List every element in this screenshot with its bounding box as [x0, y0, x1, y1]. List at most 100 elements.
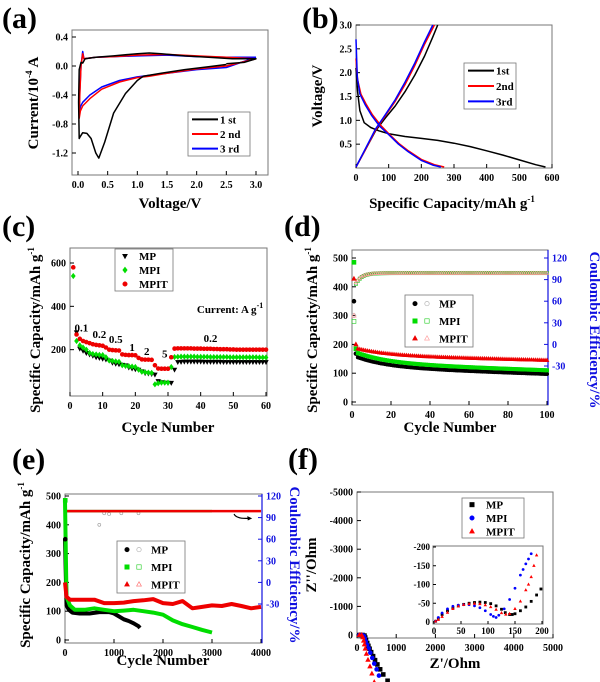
panel-e-capacity-mpit — [63, 582, 262, 611]
panel-e-y2tick-label: 0 — [266, 578, 271, 589]
panel-a-ytick-label: 0.4 — [56, 33, 69, 44]
panel-c-point-mp — [175, 360, 181, 366]
panel-e-arrow-icon — [233, 513, 249, 520]
panel-c-point-mpi — [244, 354, 249, 361]
panel-c-point-mpi — [188, 353, 194, 360]
panel-c-point-mpi — [159, 379, 164, 386]
panel-f-legend-marker — [469, 515, 475, 521]
panel-f-ylabel: Z''/Ohm — [304, 537, 320, 593]
panel-e-ytick-label: 400 — [46, 520, 61, 531]
panel-c-point-mp — [204, 359, 210, 365]
panel-e-ytick-label: 200 — [46, 578, 61, 589]
panel-f-inset-point-mpit — [534, 553, 539, 557]
panel-c-point-mpi — [260, 354, 266, 361]
panel-a-ylabel: Current/10-4 A — [24, 57, 42, 150]
panel-c-point-mp — [152, 372, 158, 378]
panel-f-inset-point-mp — [510, 613, 514, 616]
panel-f-xtick-label: 4000 — [504, 643, 524, 654]
panel-c-point-mpi — [106, 357, 112, 364]
panel-e-xlabel: Cycle Number — [117, 653, 210, 669]
panel-a-ytick-label: -0.8 — [52, 120, 68, 131]
panel-e-y2tick-label: 30 — [266, 556, 276, 567]
panel-a-series-1 — [77, 52, 257, 159]
panel-d-legend-marker — [412, 301, 418, 307]
panel-f-legend-label: MPIT — [486, 526, 515, 538]
panel-c-ytick-label: 600 — [51, 259, 66, 270]
panel-c-point-mpi — [257, 354, 262, 361]
panel-f-label: (f) — [288, 443, 318, 476]
panel-c-point-mp — [237, 360, 243, 366]
panel-d-ce-point-mpit — [544, 270, 550, 275]
panel-f-inset-point-mpit — [504, 612, 508, 616]
panel-c-point-mp — [184, 359, 191, 365]
panel-c-point-mpi — [221, 353, 226, 361]
panel-f-inset-point-mpit — [436, 617, 441, 621]
panel-f-inset-point-mpit — [529, 575, 533, 579]
panel-d-y2tick-label: 120 — [552, 254, 567, 265]
panel-c-point-mpi — [195, 353, 200, 360]
panel-c-annotation: 5 — [162, 348, 168, 360]
panel-c-point-mpi — [240, 354, 246, 361]
panel-c-point-mp — [207, 359, 214, 365]
panel-f-inset-ytick-label: -50 — [418, 598, 430, 608]
panel-f-inset-point-mpit — [488, 605, 493, 609]
panel-c-point-mpit — [149, 357, 154, 363]
panel-f-point-mpit — [360, 637, 367, 643]
panel-f-point-mpi — [376, 673, 382, 678]
panel-b-label: (b) — [302, 2, 339, 35]
panel-c-legend-marker — [122, 253, 128, 260]
panel-f-inset-point-mp — [500, 607, 503, 611]
panel-c-point-mpi — [168, 363, 174, 371]
panel-f-legend-marker — [469, 502, 475, 508]
panel-a-xtick-label: 1.5 — [161, 180, 174, 191]
panel-c-point-mpi — [198, 353, 204, 360]
panel-c-point-mpi — [70, 272, 76, 280]
panel-d-y2label: Coulombic Efficiency/% — [586, 251, 600, 408]
panel-f-inset-point-mp — [494, 604, 498, 608]
panel-d-legend-marker — [412, 335, 418, 341]
panel-c-point-mp — [227, 360, 233, 366]
panel-c-point-mpi — [116, 358, 122, 365]
panel-d-ce-point-mpi — [351, 319, 357, 324]
panel-f-ytick-label: -4000 — [330, 516, 353, 527]
panel-c-ylabel: Specific Capacity/mAh g-1 — [26, 247, 44, 413]
panel-c-point-mpi — [80, 344, 86, 351]
panel-e-ytick-label: 300 — [46, 549, 61, 560]
panel-f-legend-marker — [469, 528, 475, 534]
panel-a-plot-frame — [71, 29, 269, 176]
panel-c-point-mp — [263, 360, 269, 366]
panel-a: 0.0 0.5 1.0 1.5 2.0 2.5 3.0 0.4 0.0 -0.4 -0.8 -1.2 1… — [52, 29, 269, 191]
panel-c-point-mpi — [119, 362, 125, 369]
panel-d-y2tick-label: -30 — [552, 362, 565, 373]
panel-c-legend-label: MP — [139, 251, 156, 263]
panel-f-inset-point-mp — [539, 587, 543, 591]
panel-d-legend-label: MP — [439, 299, 456, 311]
panel-f-inset-point-mpit — [445, 610, 450, 614]
panel-c-point-mp — [201, 359, 207, 365]
panel-c-point-mpi — [227, 354, 233, 361]
panel-f-inset-xtick-label: 200 — [535, 626, 549, 636]
panel-c-xtick-label: 50 — [228, 401, 238, 412]
panel-c-point-mpi — [123, 362, 128, 370]
panel-f-inset-point-mpi — [529, 552, 533, 556]
panel-d-capacity-point-mpi — [351, 260, 357, 265]
panel-a-xtick-label: 3.0 — [250, 180, 263, 191]
panel-c-ytick-label: 400 — [51, 302, 66, 313]
panel-f-inset-point-mpi — [502, 607, 506, 611]
panel-d-ce-point-mpit — [359, 274, 365, 279]
panel-f-ytick-label: 0 — [348, 631, 353, 642]
panel-d-ytick-label: 400 — [333, 282, 348, 293]
panel-e-y2tick-label: 120 — [266, 492, 281, 503]
panel-b-legend-label: 2nd — [496, 81, 514, 93]
panel-c-point-mpi — [100, 351, 106, 359]
panel-c-point-mpi — [165, 379, 171, 386]
panel-f-ytick-label: -1000 — [330, 602, 353, 613]
panel-c-point-mpi — [253, 354, 259, 361]
panel-f-inset-point-mpit — [467, 602, 471, 606]
panel-d-legend-marker-ce — [424, 301, 430, 307]
panel-f-inset-ytick-label: -100 — [414, 580, 431, 590]
panel-c-xlabel: Cycle Number — [122, 420, 215, 436]
panel-f-inset-point-mpit — [451, 606, 455, 611]
panel-f-inset-point-mpit — [456, 604, 461, 608]
